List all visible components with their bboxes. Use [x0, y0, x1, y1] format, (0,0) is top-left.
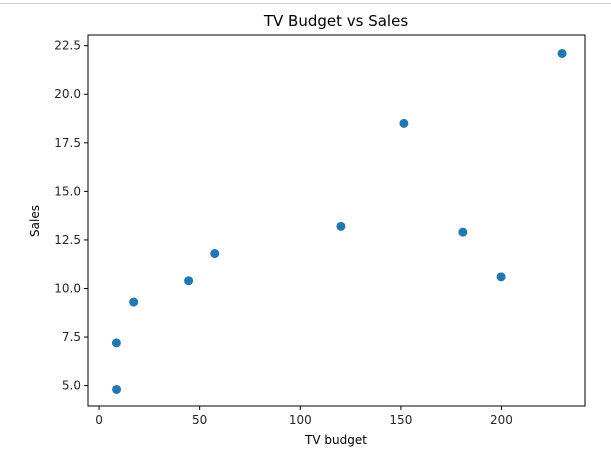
data-point: [557, 48, 567, 58]
y-axis-ticks: 5.0 7.5 10.0 12.5 15.0 17.5 20.0 22.5: [54, 39, 88, 393]
x-tick-label: 150: [389, 413, 412, 427]
chart-title: TV Budget vs Sales: [263, 12, 408, 30]
window-top-border: [0, 3, 611, 4]
x-axis-ticks: 0 50 100 150 200: [95, 406, 513, 427]
data-point: [210, 249, 220, 259]
data-point: [458, 227, 468, 237]
y-tick-label: 22.5: [54, 39, 81, 53]
data-point: [336, 221, 346, 231]
data-point: [399, 118, 409, 128]
y-tick-label: 7.5: [62, 330, 81, 344]
y-tick-label: 15.0: [54, 184, 81, 198]
data-point: [496, 272, 506, 282]
scatter-points: [111, 48, 567, 394]
y-tick-label: 10.0: [54, 281, 81, 295]
x-tick-label: 50: [192, 413, 207, 427]
y-tick-label: 20.0: [54, 87, 81, 101]
data-point: [111, 338, 121, 348]
x-axis-label: TV budget: [304, 433, 367, 447]
data-point: [129, 297, 139, 307]
data-point: [112, 384, 122, 394]
x-tick-label: 100: [289, 413, 312, 427]
x-tick-label: 200: [490, 413, 513, 427]
y-tick-label: 17.5: [54, 136, 81, 150]
plot-area-frame: [87, 34, 586, 407]
x-tick-label: 0: [95, 413, 103, 427]
y-tick-label: 5.0: [62, 379, 81, 393]
y-axis-label: Sales: [28, 205, 42, 237]
y-tick-label: 12.5: [54, 233, 81, 247]
data-point: [184, 276, 194, 286]
